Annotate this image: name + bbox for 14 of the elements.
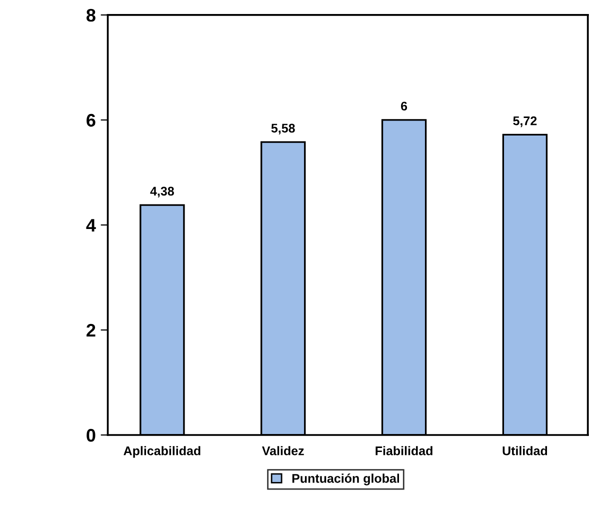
x-tick-label: Utilidad [502,446,548,456]
y-tick-label: 2 [86,324,96,337]
data-label: 5,72 [513,116,537,128]
legend-label: Puntuación global [292,474,400,486]
y-tick-label: 4 [86,219,96,232]
x-tick-label: Aplicabilidad [124,446,200,458]
y-tick-label: 6 [86,114,96,127]
x-tick-label: Validez [262,446,304,456]
y-tick-label: 0 [86,428,96,442]
y-tick-label: 8 [86,8,96,22]
data-label: 4,38 [150,186,174,198]
data-label: 5,58 [271,124,295,134]
data-label: 6 [401,102,408,111]
x-tick-label: Fiabilidad [376,446,432,456]
